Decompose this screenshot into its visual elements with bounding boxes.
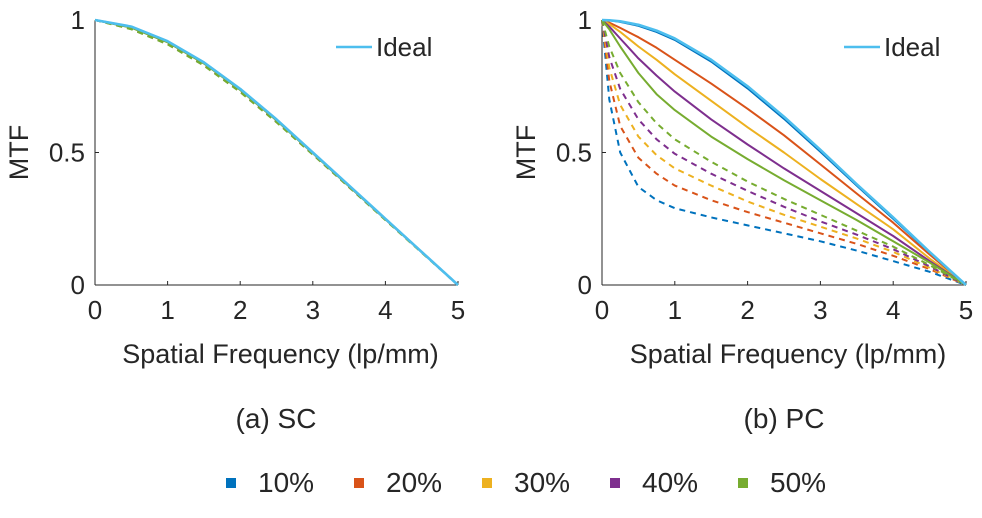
series-line-dashed bbox=[601, 19, 967, 286]
x-tick-label: 4 bbox=[378, 295, 392, 325]
y-tick-label: 0.5 bbox=[556, 138, 592, 168]
x-axis-label: Spatial Frequency (lp/mm) bbox=[630, 339, 947, 369]
y-tick-label: 0 bbox=[71, 270, 85, 300]
series-line-solid bbox=[601, 19, 967, 286]
legend-label: 50% bbox=[770, 467, 826, 498]
chart-panel-a: 0 1 2 3 4 5 0 0.5 1 Spatial Frequency (lp/mm) MTF I… bbox=[4, 5, 465, 369]
x-tick-label: 0 bbox=[88, 295, 102, 325]
series-line-dashed bbox=[601, 19, 967, 286]
x-tick-label: 1 bbox=[668, 295, 682, 325]
x-tick-label: 3 bbox=[813, 295, 827, 325]
y-tick-label: 1 bbox=[71, 5, 85, 35]
series-line-dashed bbox=[601, 19, 967, 286]
legend-swatch bbox=[738, 478, 748, 488]
x-tick-label: 3 bbox=[306, 295, 320, 325]
shared-legend: 10% 20% 30% 40% 50% bbox=[226, 467, 826, 498]
series-line-solid bbox=[601, 19, 967, 286]
series-line-dashed bbox=[601, 19, 967, 286]
y-tick-label: 1 bbox=[578, 5, 592, 35]
legend-label: 40% bbox=[642, 467, 698, 498]
legend-swatch bbox=[226, 478, 236, 488]
x-axis-label: Spatial Frequency (lp/mm) bbox=[122, 339, 439, 369]
chart-panels: 0 1 2 3 4 5 0 0.5 1 Spatial Frequency (lp/mm) MTF I… bbox=[4, 5, 973, 369]
legend-label: 10% bbox=[258, 467, 314, 498]
y-axis-label: MTF bbox=[511, 125, 541, 180]
y-tick-label: 0 bbox=[578, 270, 592, 300]
series-ideal-line bbox=[601, 18, 967, 286]
x-tick-label: 4 bbox=[886, 295, 900, 325]
x-tick-label: 2 bbox=[740, 295, 754, 325]
legend-label-ideal: Ideal bbox=[376, 32, 432, 62]
series-line-dashed bbox=[94, 19, 459, 286]
y-tick-label: 0.5 bbox=[49, 138, 85, 168]
y-axis-label: MTF bbox=[4, 125, 34, 180]
x-tick-label: 0 bbox=[595, 295, 609, 325]
legend-label: 20% bbox=[386, 467, 442, 498]
series-ideal-line bbox=[94, 18, 459, 286]
chart-panel-b: 0 1 2 3 4 5 0 0.5 1 Spatial Frequency (lp/mm) MTF I… bbox=[511, 5, 973, 369]
legend-label: 30% bbox=[514, 467, 570, 498]
x-tick-label: 5 bbox=[451, 295, 465, 325]
legend-label-ideal: Ideal bbox=[884, 32, 940, 62]
series-line-solid bbox=[601, 19, 967, 286]
legend-swatch bbox=[354, 478, 364, 488]
series-line-solid bbox=[601, 19, 967, 286]
series-line-dashed bbox=[601, 19, 967, 286]
x-tick-label: 2 bbox=[233, 295, 247, 325]
legend-swatch bbox=[482, 478, 492, 488]
panel-label-a: (a) SC bbox=[236, 403, 317, 434]
x-tick-label: 1 bbox=[160, 295, 174, 325]
x-tick-label: 5 bbox=[959, 295, 973, 325]
panel-label-b: (b) PC bbox=[744, 403, 825, 434]
legend-swatch bbox=[610, 478, 620, 488]
